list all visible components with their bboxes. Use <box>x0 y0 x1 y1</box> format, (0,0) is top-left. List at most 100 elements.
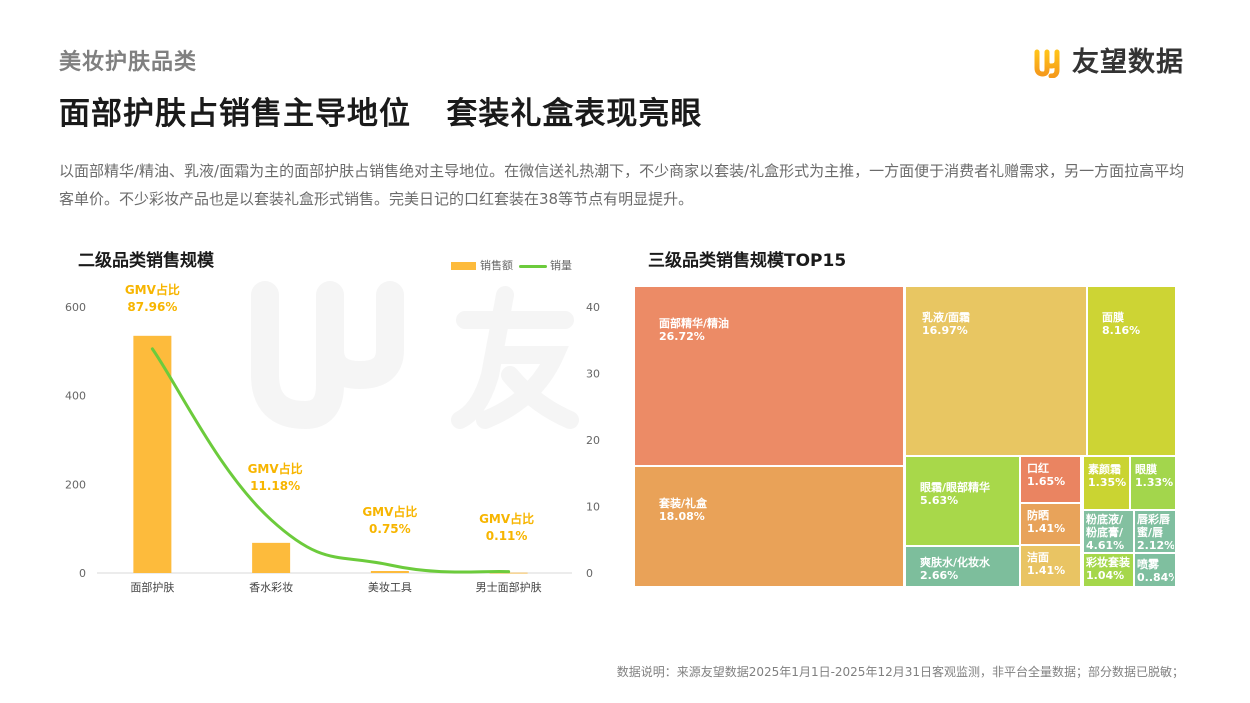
y-left-tick-label: 200 <box>65 478 86 491</box>
treemap-tile-value: 4.61% <box>1086 539 1125 552</box>
y-right-tick-label: 40 <box>586 301 600 314</box>
treemap-tile-name: 唇彩唇蜜/唇釉 <box>1137 513 1170 539</box>
treemap-tile-value: 0..84% <box>1137 571 1174 584</box>
treemap-tile[interactable]: 防晒 1.41% <box>1019 502 1082 546</box>
treemap-tile-label: 眼霜/眼部精华 5.63% <box>920 481 1018 545</box>
legend-swatch-sales-volume <box>519 264 547 268</box>
y-right-tick-label: 10 <box>586 501 600 514</box>
x-tick-label: 面部护肤 <box>130 580 174 594</box>
treemap-tile-name: 喷雾 <box>1137 558 1159 571</box>
treemap-tile-label: 粉底液/粉底膏/粉底霜4.61% <box>1086 513 1132 552</box>
category-label: 美妆护肤品类 <box>59 50 198 75</box>
treemap-tile-label: 唇彩唇蜜/唇釉2.12% <box>1137 513 1174 552</box>
treemap-tile-value: 18.08% <box>659 510 705 523</box>
treemap-tile[interactable]: 爽肤水/化妆水 2.66% <box>904 545 1021 588</box>
treemap-tile[interactable]: 喷雾0..84% <box>1133 552 1177 588</box>
brand-logo: 友望数据 <box>1032 46 1184 80</box>
y-right-tick-label: 20 <box>586 434 600 447</box>
treemap-chart: 面部精华/精油 26.72% 套装/礼盒 18.08% 乳液/面霜 16.97% 面膜 8.1… <box>633 285 1177 588</box>
treemap-tile[interactable]: 乳液/面霜 16.97% <box>904 285 1088 457</box>
bar-chart-title: 二级品类销售规模 <box>78 251 214 271</box>
treemap-tile-label: 爽肤水/化妆水 2.66% <box>920 556 1018 586</box>
description-text: 以面部精华/精油、乳液/面霜为主的面部护肤占销售绝对主导地位。在微信送礼热潮下，… <box>59 162 1185 208</box>
treemap-tile-label: 面膜 8.16% <box>1102 311 1174 455</box>
y-left-tick-label: 600 <box>65 301 86 314</box>
watermark-logo-icon <box>251 281 579 430</box>
treemap-tile-value: 8.16% <box>1102 324 1141 337</box>
bar-line-chart: 0 200 400 600 0 10 20 30 40 面部护肤 香水彩妆 美妆工具 男士面部护肤 GM… <box>65 282 600 594</box>
treemap-tile-name: 面部精华/精油 <box>659 317 730 330</box>
x-tick-label: 香水彩妆 <box>249 581 293 594</box>
gmv-share-label: GMV占比 <box>248 461 303 476</box>
gmv-share-value: 87.96% <box>127 300 177 314</box>
bar-chart-legend: 销售额 销量 <box>451 259 572 273</box>
y-left-tick-label: 0 <box>79 567 86 580</box>
treemap-tile[interactable]: 面部精华/精油 26.72% <box>633 285 905 467</box>
gmv-share-label: GMV占比 <box>479 511 534 526</box>
treemap-tile-label: 面部精华/精油 26.72% <box>659 317 902 465</box>
treemap-tile-value: 5.63% <box>920 494 959 507</box>
legend-label-sales-amount: 销售额 <box>480 259 513 272</box>
treemap-tile[interactable]: 洁面 1.41% <box>1019 544 1082 588</box>
treemap-tile-label: 素颜霜 1.35% <box>1088 463 1128 509</box>
treemap-tile[interactable]: 彩妆套装 1.04% <box>1082 552 1135 588</box>
treemap-tile[interactable]: 面膜 8.16% <box>1086 285 1177 457</box>
bar-sales-amount <box>252 542 291 573</box>
treemap-tile[interactable]: 唇彩唇蜜/唇釉2.12% <box>1133 509 1177 554</box>
treemap-tile-value: 1.65% <box>1027 475 1066 488</box>
treemap-title: 三级品类销售规模TOP15 <box>648 251 847 271</box>
legend-label-sales-volume: 销量 <box>550 259 572 272</box>
brand-logo-icon <box>1034 49 1060 78</box>
x-tick-label: 男士面部护肤 <box>476 580 542 594</box>
treemap-tile[interactable]: 眼霜/眼部精华 5.63% <box>904 455 1021 547</box>
treemap-tile-name: 口红 <box>1027 462 1049 475</box>
line-sales-volume <box>150 347 511 574</box>
treemap-tile[interactable]: 粉底液/粉底膏/粉底霜4.61% <box>1082 509 1135 554</box>
treemap-tile-value: 1.41% <box>1027 564 1066 577</box>
treemap-tile-label: 口红 1.65% <box>1027 462 1079 502</box>
treemap-tile-value: 1.41% <box>1027 522 1066 535</box>
gmv-share-label: GMV占比 <box>362 504 417 519</box>
gmv-share-value: 0.75% <box>369 522 411 536</box>
x-tick-label: 美妆工具 <box>368 581 412 594</box>
treemap-tile-name: 粉底液/粉底膏/粉底霜 <box>1086 513 1124 539</box>
gmv-share-label: GMV占比 <box>125 282 180 297</box>
treemap-tile-label: 乳液/面霜 16.97% <box>922 311 1085 455</box>
footer-note: 数据说明：来源友望数据2025年1月1日-2025年12月31日客观监测，非平台… <box>616 665 1184 679</box>
treemap-tile-label: 套装/礼盒 18.08% <box>659 497 902 586</box>
y-left-tick-label: 400 <box>65 390 86 403</box>
y-right-tick-label: 30 <box>586 368 600 381</box>
treemap-tile-value: 1.35% <box>1088 476 1127 489</box>
bar-sales-amount <box>370 571 409 573</box>
treemap-tile-value: 16.97% <box>922 324 968 337</box>
treemap-tile-label: 彩妆套装 1.04% <box>1086 556 1132 586</box>
treemap-tile-value: 1.04% <box>1086 569 1125 582</box>
treemap-tile-value: 2.12% <box>1137 539 1174 552</box>
treemap-tile-value: 1.33% <box>1135 476 1174 489</box>
y-right-tick-label: 0 <box>586 567 593 580</box>
treemap-tile-label: 喷雾0..84% <box>1137 558 1174 586</box>
treemap-tile-name: 套装/礼盒 <box>659 497 708 510</box>
treemap-tile-label: 眼膜 1.33% <box>1135 463 1174 509</box>
treemap-tile-name: 彩妆套装 <box>1086 556 1130 569</box>
treemap-tile-name: 爽肤水/化妆水 <box>920 556 991 569</box>
treemap-tile-value: 26.72% <box>659 330 705 343</box>
treemap-tile[interactable]: 口红 1.65% <box>1019 455 1082 504</box>
page-title: 面部护肤占销售主导地位 套装礼盒表现亮眼 <box>59 96 703 132</box>
treemap-tile-name: 洁面 <box>1027 551 1049 564</box>
gmv-share-value: 11.18% <box>250 479 300 493</box>
treemap-tile-name: 乳液/面霜 <box>922 311 971 324</box>
treemap-tile[interactable]: 素颜霜 1.35% <box>1082 455 1131 511</box>
treemap-tile-name: 防晒 <box>1027 509 1049 522</box>
legend-swatch-sales-amount <box>451 262 476 270</box>
treemap-tile-label: 防晒 1.41% <box>1027 509 1079 544</box>
treemap-tile[interactable]: 套装/礼盒 18.08% <box>633 465 905 588</box>
treemap-tile-label: 洁面 1.41% <box>1027 551 1079 586</box>
gmv-share-value: 0.11% <box>486 529 528 543</box>
brand-name: 友望数据 <box>1072 47 1184 78</box>
treemap-tile-name: 眼膜 <box>1135 463 1157 476</box>
bar-sales-amount <box>133 335 172 573</box>
treemap-tile[interactable]: 眼膜 1.33% <box>1129 455 1177 511</box>
treemap-tile-name: 眼霜/眼部精华 <box>920 481 991 494</box>
treemap-tile-value: 2.66% <box>920 569 959 582</box>
